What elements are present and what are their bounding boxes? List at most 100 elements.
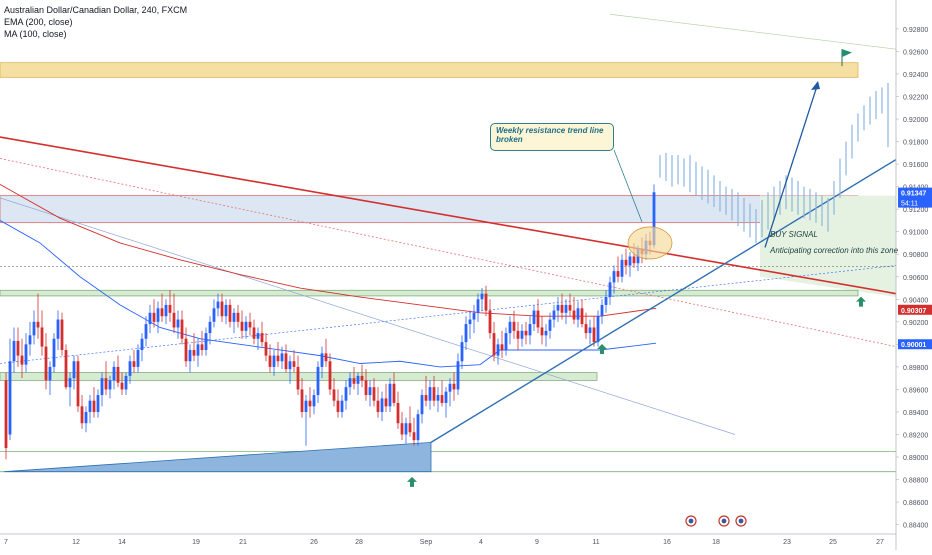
candle-body xyxy=(448,383,452,392)
candle xyxy=(344,380,348,410)
chart-legend: Australian Dollar/Canadian Dollar, 240, … xyxy=(4,4,187,40)
candle xyxy=(448,378,452,407)
candle-body xyxy=(180,319,184,339)
x-tick-label: 26 xyxy=(310,539,318,546)
candle xyxy=(428,380,432,410)
candle xyxy=(4,372,8,460)
candle-body xyxy=(112,366,116,381)
candle-body xyxy=(244,321,248,331)
candle xyxy=(292,349,296,373)
candle xyxy=(416,409,420,446)
candle xyxy=(228,299,232,328)
y-tick-label: 0.92200 xyxy=(903,94,928,101)
price-label: 0.91347 xyxy=(901,191,926,198)
candle xyxy=(152,299,156,328)
candle-body xyxy=(292,361,296,367)
candle xyxy=(388,378,392,412)
candle xyxy=(164,299,168,325)
candle-body xyxy=(264,342,268,356)
x-tick-label: 14 xyxy=(118,539,126,546)
candle xyxy=(184,327,188,367)
candle-body xyxy=(600,304,604,317)
projection-arrow-head xyxy=(811,80,820,90)
resistance-note[interactable]: Weekly resistance trend line broken xyxy=(490,123,614,151)
candle-body xyxy=(124,375,128,390)
candle xyxy=(352,366,356,390)
candle-body xyxy=(592,327,596,343)
candle-body xyxy=(520,330,524,339)
candle-body xyxy=(284,353,288,370)
candle-body xyxy=(20,355,24,365)
trend-wedge xyxy=(3,441,432,473)
candle-body xyxy=(516,330,520,339)
y-tick-label: 0.91000 xyxy=(903,230,928,237)
candle-body xyxy=(56,319,60,339)
x-tick-label: 23 xyxy=(783,539,791,546)
candle xyxy=(32,310,36,345)
candle xyxy=(280,346,284,370)
candle-body xyxy=(632,256,636,264)
candle xyxy=(284,344,288,373)
countdown-label: 54:11 xyxy=(901,201,918,208)
candle-body xyxy=(308,400,312,407)
candle xyxy=(296,355,300,396)
candle xyxy=(172,293,176,334)
y-tick-label: 0.89200 xyxy=(903,432,928,439)
candle-body xyxy=(312,395,316,407)
candle-body xyxy=(364,380,368,396)
candle xyxy=(272,349,276,376)
y-tick-label: 0.89800 xyxy=(903,365,928,372)
candle xyxy=(372,378,376,407)
candle-body xyxy=(36,321,40,328)
up-arrow-icon xyxy=(597,343,607,354)
candle-body xyxy=(144,324,148,339)
ma-line xyxy=(0,220,657,368)
up-arrow-icon xyxy=(856,296,866,307)
candle-body xyxy=(564,304,568,313)
breakout-circle xyxy=(627,226,673,260)
candle-body xyxy=(512,321,516,331)
candle-body xyxy=(476,299,480,313)
candle-body xyxy=(156,308,160,322)
candle xyxy=(188,344,192,373)
candle xyxy=(520,324,524,347)
y-tick-label: 0.91200 xyxy=(903,207,928,214)
candle xyxy=(396,391,400,429)
candle xyxy=(620,254,624,283)
candle-body xyxy=(536,310,540,328)
y-tick-label: 0.92600 xyxy=(903,49,928,56)
price-label: 0.90001 xyxy=(901,342,926,349)
buy-signal-label: BUY SIGNAL xyxy=(770,230,818,239)
candle xyxy=(584,312,588,339)
candle xyxy=(556,297,560,322)
red-dotted-trendline xyxy=(0,158,897,348)
candle xyxy=(368,380,372,407)
candle xyxy=(476,293,480,322)
x-tick-label: 18 xyxy=(712,539,720,546)
candle xyxy=(20,338,24,379)
y-tick-label: 0.88400 xyxy=(903,523,928,530)
candle xyxy=(144,316,148,347)
candle xyxy=(380,391,384,421)
candle-body xyxy=(16,340,20,356)
ema-legend: EMA (200, close) xyxy=(4,17,73,27)
y-tick-label: 0.90800 xyxy=(903,252,928,259)
candle-body xyxy=(100,378,104,396)
candle-body xyxy=(280,353,284,362)
candle-body xyxy=(200,344,204,350)
candle-body xyxy=(176,319,180,328)
candle-body xyxy=(376,400,380,412)
candle xyxy=(304,395,308,446)
up-arrow-icon xyxy=(407,476,417,487)
candle-body xyxy=(108,380,112,390)
candle xyxy=(308,387,312,418)
candle-body xyxy=(304,400,308,412)
candle xyxy=(236,304,240,328)
candle xyxy=(128,355,132,384)
candle-body xyxy=(92,400,96,412)
candle xyxy=(140,333,144,362)
projection-arrow-line xyxy=(764,82,819,248)
y-tick-label: 0.90200 xyxy=(903,320,928,327)
candle-body xyxy=(212,308,216,322)
candle xyxy=(572,297,576,325)
